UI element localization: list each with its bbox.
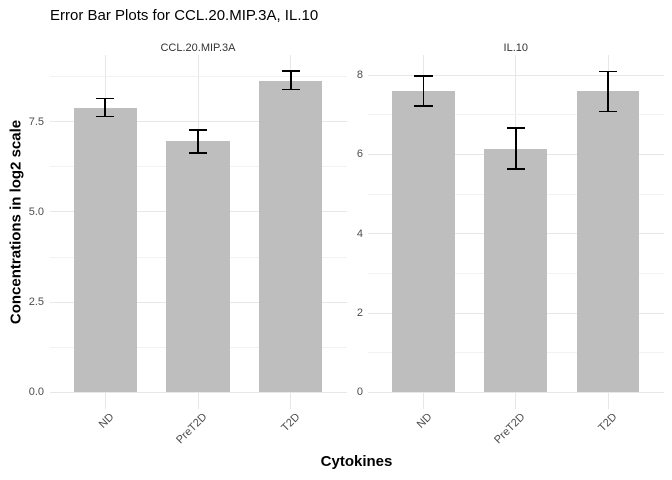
x-tick-label: ND xyxy=(96,411,117,431)
bar-T2D xyxy=(259,80,323,393)
error-bar-cap xyxy=(506,127,525,129)
bar-ND xyxy=(73,107,137,393)
error-bar-cap xyxy=(95,97,115,100)
bar-ND xyxy=(392,91,455,393)
x-tick-label: PreT2D xyxy=(174,411,210,447)
error-bar-line xyxy=(607,71,609,112)
gridline-minor xyxy=(368,114,664,116)
y-tick-label: 0 xyxy=(356,386,363,399)
x-tick-label: PreT2D xyxy=(491,411,528,447)
error-bar-line xyxy=(197,130,199,153)
error-bar-cap xyxy=(95,115,115,118)
error-bar-cap xyxy=(188,129,208,131)
error-bar-cap xyxy=(188,152,208,154)
error-bar-cap xyxy=(281,70,301,72)
gridline-minor xyxy=(49,76,347,78)
error-bar-cap xyxy=(414,105,433,107)
plot-title: Error Bar Plots for CCL.20.MIP.3A, IL.10 xyxy=(50,7,319,24)
bar-PreT2D xyxy=(484,148,548,393)
error-bar-line xyxy=(515,127,517,169)
y-tick-label: 0.0 xyxy=(28,386,44,399)
error-bar-cap xyxy=(506,168,525,170)
x-tick-label: T2D xyxy=(279,411,303,435)
gridline-major xyxy=(368,391,664,393)
error-bar-line xyxy=(290,71,292,90)
facet-strip-label: IL.10 xyxy=(503,42,528,54)
error-bar-cap xyxy=(598,110,618,113)
y-axis-title: Concentrations in log2 scale xyxy=(7,119,25,325)
bar-PreT2D xyxy=(166,140,230,393)
error-bar-cap xyxy=(414,75,433,77)
gridline-major xyxy=(368,74,664,76)
y-tick-label: 8 xyxy=(356,69,363,82)
error-bar-cap xyxy=(598,70,618,72)
bar-T2D xyxy=(576,91,640,393)
y-tick-label: 7.5 xyxy=(28,115,44,128)
facet-strip-label: CCL.20.MIP.3A xyxy=(160,42,236,54)
gridline-major xyxy=(49,121,347,123)
y-tick-label: 2 xyxy=(356,307,363,320)
x-axis-title: Cytokines xyxy=(320,453,393,470)
gridline-major xyxy=(49,391,347,393)
y-tick-label: 6 xyxy=(356,148,363,161)
error-bar-cap xyxy=(281,88,301,91)
error-bar-line xyxy=(104,98,106,117)
y-tick-label: 2.5 xyxy=(28,296,44,309)
y-tick-label: 5.0 xyxy=(28,205,44,218)
x-tick-label: T2D xyxy=(596,411,620,435)
y-tick-label: 4 xyxy=(356,227,363,240)
error-bar-line xyxy=(422,76,425,107)
